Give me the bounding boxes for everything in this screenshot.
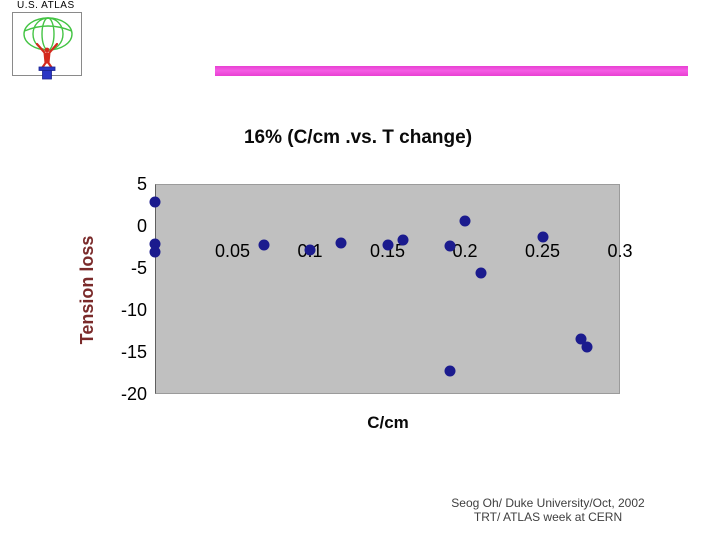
x-tick-label: 0.05 [214,241,251,261]
data-point [444,365,455,377]
x-tick-label: 0.15 [369,241,406,261]
footer-line-2: TRT/ ATLAS week at CERN [473,510,623,524]
data-point [397,234,409,246]
data-point [537,231,548,243]
x-tick-label: 0.25 [524,241,561,261]
data-point [149,246,161,258]
x-axis-title: C/cm [367,413,409,432]
y-tick-label: 0 [136,216,147,236]
plot-area [155,184,620,394]
y-tick-label: -15 [120,342,147,362]
data-point [475,267,486,279]
us-atlas-logo: U.S. ATLAS [12,0,92,90]
data-point [335,237,347,249]
data-point [581,341,593,353]
data-point [575,333,587,345]
x-tick-label: 0.3 [607,241,633,261]
data-point [382,239,393,251]
chart-title: 16% (C/cm .vs. T change) [243,127,473,148]
x-tick-label: 0.2 [452,241,478,261]
accent-divider-bar [215,66,688,76]
logo-image-frame [12,12,82,80]
logo-text: U.S. ATLAS [17,0,75,11]
y-tick-label: -20 [120,384,147,404]
y-tick-label: 5 [136,174,147,194]
y-tick-label: -10 [120,300,147,320]
atlas-figure-icon [23,17,73,80]
data-point [459,215,471,227]
y-tick-label: -5 [130,258,147,278]
data-point [149,238,161,250]
data-point [149,196,161,208]
data-point [258,239,269,251]
data-point [444,240,455,252]
footer-line-1: Seog Oh/ Duke University/Oct, 2002 [451,496,645,510]
data-point [304,244,316,256]
footer-credits: Seog Oh/ Duke University/Oct, 2002 TRT/ … [398,496,698,524]
